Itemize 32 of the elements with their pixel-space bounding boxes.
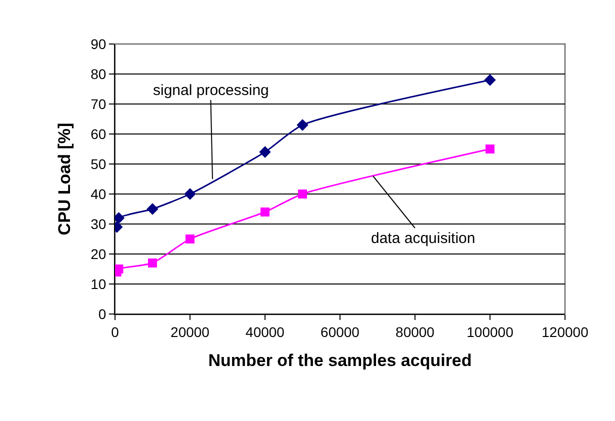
y-tick-label: 40 (90, 186, 106, 202)
x-axis-title: Number of the samples acquired (208, 351, 472, 370)
point (298, 190, 307, 198)
y-axis-title: CPU Load [%] (55, 122, 74, 236)
x-tick-label: 80000 (396, 324, 435, 340)
x-tick-label: 20000 (170, 324, 210, 340)
point (186, 234, 194, 244)
x-tick-label: 100000 (466, 324, 514, 340)
y-tick-label: 50 (90, 156, 106, 172)
y-tick-label: 0 (98, 306, 106, 322)
y-tick-label: 60 (90, 126, 106, 142)
point (260, 208, 270, 216)
y-tick-label: 80 (90, 66, 106, 82)
point (259, 146, 271, 158)
point (115, 264, 124, 274)
point (484, 74, 496, 86)
annotation: data acquisition (371, 230, 476, 247)
x-tick-label: 0 (111, 324, 120, 340)
y-tick-label: 70 (90, 96, 106, 112)
point (146, 203, 158, 215)
point (486, 144, 494, 154)
annotation: signal processing (153, 82, 269, 99)
point (296, 119, 308, 131)
y-tick-label: 30 (90, 216, 106, 232)
point (184, 188, 196, 200)
y-tick-label: 20 (90, 246, 106, 262)
x-tick-label: 40000 (246, 324, 285, 340)
x-tick-label: 60000 (320, 324, 360, 340)
point (148, 258, 157, 268)
y-tick-label: 10 (90, 276, 106, 292)
y-tick-label: 90 (90, 36, 106, 52)
x-tick-label: 120000 (542, 324, 589, 340)
